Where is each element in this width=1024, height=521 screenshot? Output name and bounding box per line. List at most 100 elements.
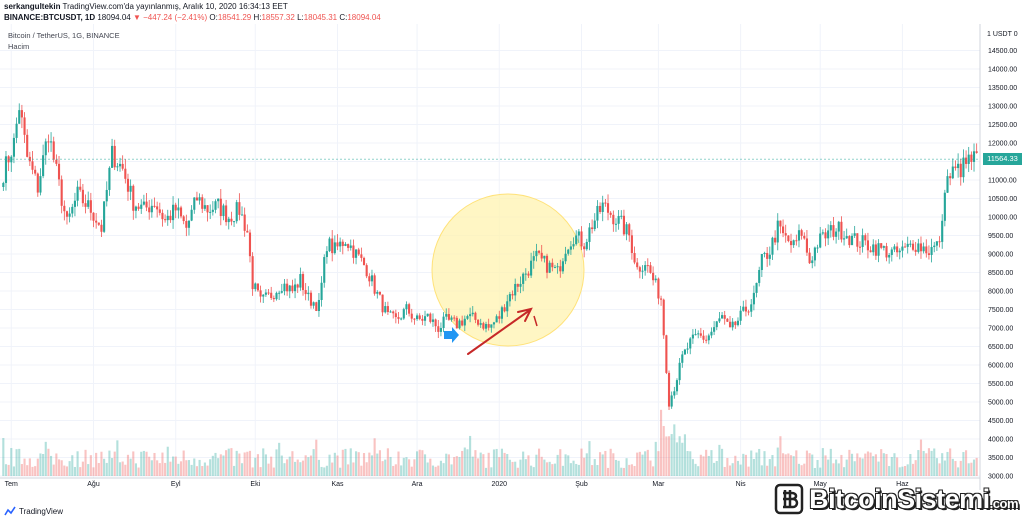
candle-body <box>246 230 249 233</box>
candle-body <box>872 244 875 253</box>
candle-body <box>957 163 960 169</box>
candle-body <box>355 249 358 258</box>
candle-body <box>469 314 472 317</box>
close-label: C: <box>339 13 348 22</box>
candle-body <box>901 246 904 251</box>
candle-body <box>153 205 156 207</box>
candle-body <box>320 282 323 300</box>
candle-body <box>864 235 867 241</box>
candle-body <box>10 156 13 163</box>
time-axis[interactable]: Tem Ağu Eyl Eki Kas Ara 2020 Şub Mar Nis May Haz <box>5 481 909 488</box>
candle-body <box>530 260 533 276</box>
candle-body <box>23 117 26 135</box>
volume-bar <box>832 463 835 476</box>
candle-body <box>816 247 819 249</box>
volume-bar <box>304 455 307 476</box>
price-tick-label: 3500.00 <box>988 455 1013 462</box>
candle-body <box>158 209 161 213</box>
candle-body <box>657 278 660 299</box>
candle-body <box>89 200 92 213</box>
bitcoinsistemi-logo-icon <box>774 483 804 515</box>
instrument-title: Bitcoin / TetherUS, 1G, BINANCE <box>8 31 120 40</box>
candle-body <box>792 240 795 246</box>
candle-body <box>874 244 877 256</box>
volume-bar <box>951 458 954 476</box>
candle-body <box>81 189 84 204</box>
volume-bar <box>240 463 244 476</box>
volume-bar <box>453 457 456 476</box>
volume-bar <box>347 464 350 476</box>
volume-bar <box>209 459 212 476</box>
candle-body <box>164 219 167 221</box>
volume-bar <box>116 440 119 476</box>
candle-body <box>31 161 34 170</box>
volume-bar <box>482 454 485 476</box>
volume-bar <box>824 455 827 476</box>
volume-bar <box>957 467 960 476</box>
candle-body <box>866 240 869 251</box>
time-tick-label: Ara <box>412 481 423 488</box>
candle-body <box>145 201 148 208</box>
volume-bar <box>156 460 159 476</box>
candle-body <box>185 221 188 228</box>
candle-body <box>514 283 517 296</box>
candle-body <box>771 237 774 255</box>
tradingview-footer[interactable]: TradingView <box>4 506 63 516</box>
volume-bar <box>532 467 535 476</box>
candle-body <box>124 168 127 179</box>
candle-body <box>126 178 130 192</box>
candle-body <box>707 335 710 341</box>
volume-bar <box>195 466 198 476</box>
candle-body <box>42 155 45 177</box>
candle-body <box>723 315 726 319</box>
volume-bar <box>225 450 228 476</box>
last-value: 18094.04 <box>97 13 131 22</box>
candle-body <box>487 324 490 328</box>
candle-body <box>262 294 265 297</box>
volume-bar <box>965 450 968 476</box>
candle-body <box>400 318 403 320</box>
time-tick-label: 2020 <box>491 481 507 488</box>
candle-body <box>304 290 307 295</box>
volume-bar <box>935 458 938 476</box>
volume-bar <box>55 453 58 476</box>
volume-bar <box>355 451 358 476</box>
candle-body <box>307 292 310 295</box>
candle-body <box>636 262 639 268</box>
volume-bar <box>381 461 384 476</box>
candle-body <box>381 294 384 313</box>
candle-body <box>108 167 111 190</box>
volume-bar <box>235 450 238 476</box>
candle-body <box>376 291 379 294</box>
volume-bar <box>941 453 944 476</box>
candle-body <box>492 322 496 325</box>
volume-bar <box>254 457 257 476</box>
candle-body <box>728 321 732 328</box>
author-name[interactable]: serkangultekin <box>4 2 61 11</box>
volume-bar <box>890 456 893 476</box>
volume-bar <box>36 458 39 476</box>
candles <box>2 103 978 411</box>
candle-body <box>933 245 936 248</box>
volume-bars <box>2 409 978 476</box>
volume-bar <box>880 449 883 476</box>
price-tick-label: 14000.00 <box>988 67 1017 74</box>
volume-bar <box>540 456 543 476</box>
volume-bar <box>766 465 769 476</box>
candle-body <box>827 230 830 239</box>
volume-bar <box>73 466 76 476</box>
candle-body <box>954 166 957 169</box>
candle-body <box>742 306 745 311</box>
volume-bar <box>922 450 925 476</box>
volume-bar <box>214 452 217 476</box>
volume-bar <box>617 460 620 476</box>
volume-bar <box>538 448 541 476</box>
candle-body <box>914 249 917 252</box>
candle-body <box>686 348 689 350</box>
volume-bar <box>644 451 647 476</box>
price-chart[interactable]: 1 USDT 0 3000.00 3500.00 4000.00 4500.00 5000… <box>0 24 1024 490</box>
candle-body <box>569 246 572 250</box>
volume-bar <box>691 459 694 476</box>
volume-bar <box>198 459 201 476</box>
candle-body <box>617 216 620 224</box>
